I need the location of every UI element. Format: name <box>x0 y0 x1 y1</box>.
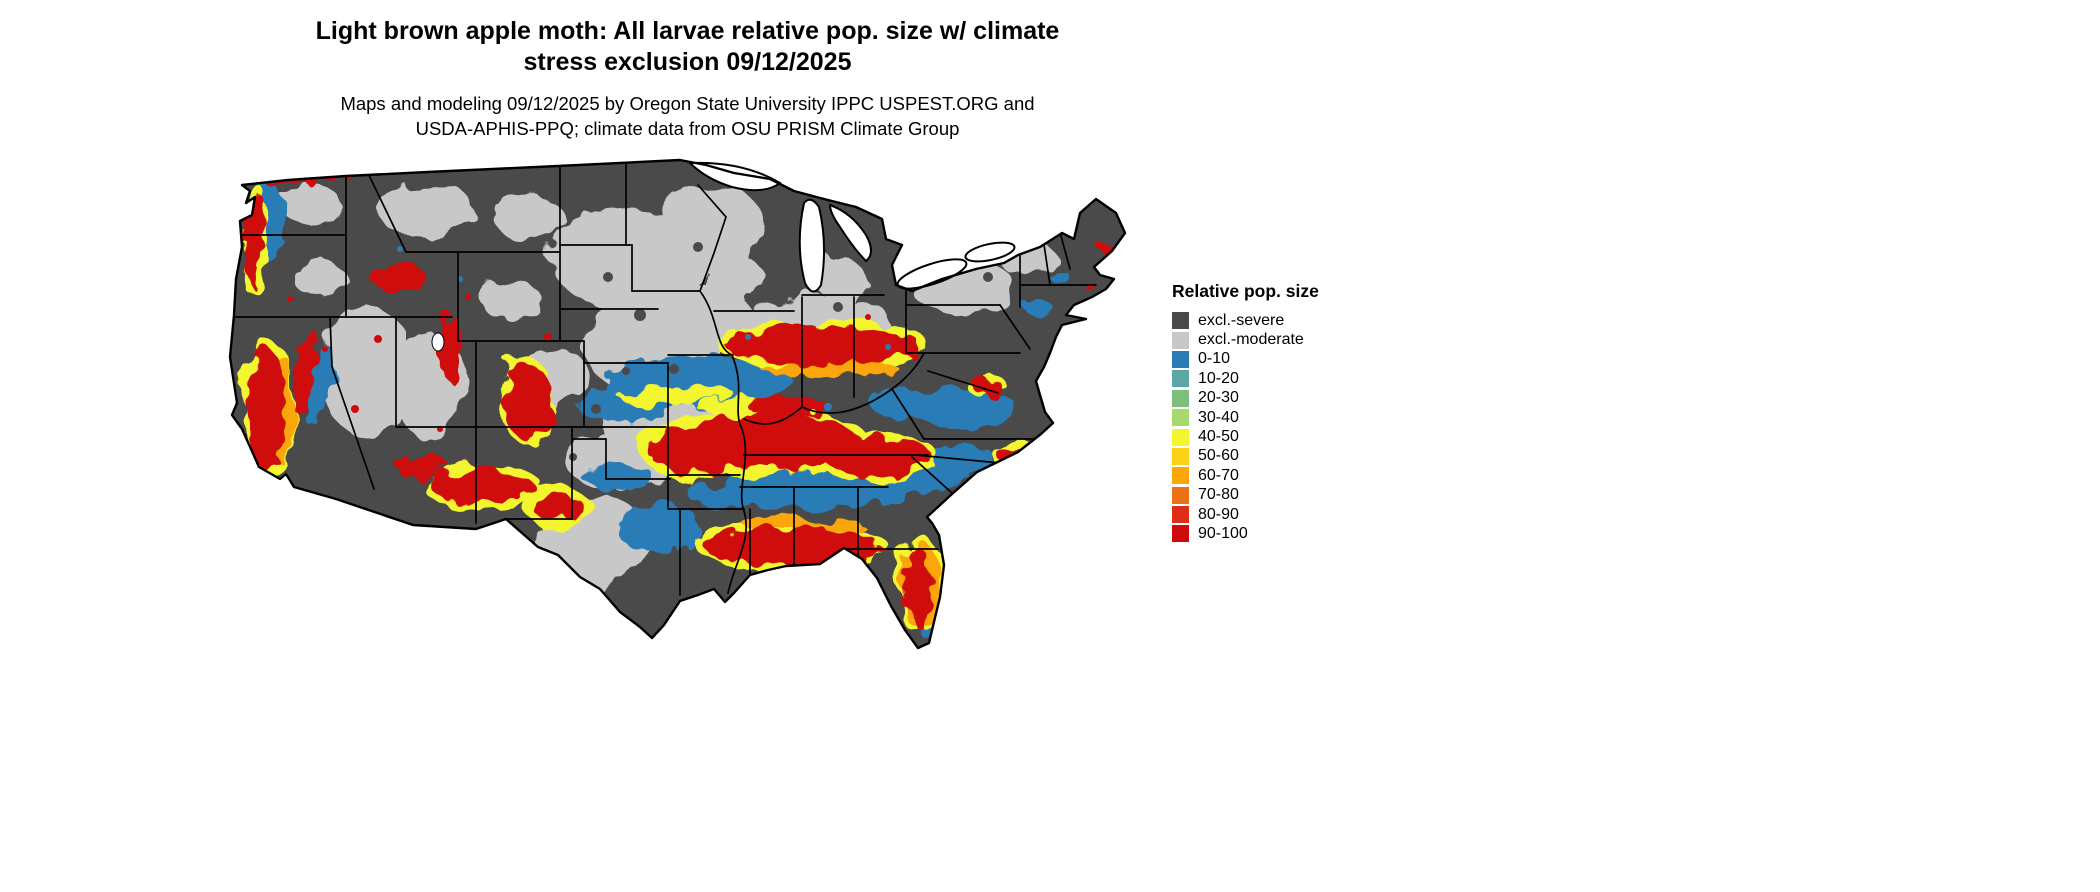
legend-swatch <box>1172 428 1189 446</box>
legend-item: 20-30 <box>1172 389 1402 408</box>
legend-swatch <box>1172 389 1189 407</box>
map-subtitle-line2: USDA-APHIS-PPQ; climate data from OSU PR… <box>415 118 960 140</box>
legend-swatch <box>1172 312 1189 330</box>
map-header: Light brown apple moth: All larvae relat… <box>0 16 1375 142</box>
lake-huron <box>828 203 872 263</box>
legend-item: 30-40 <box>1172 408 1402 427</box>
legend-item: excl.-severe <box>1172 311 1402 330</box>
legend-swatch <box>1172 350 1189 368</box>
legend-item: excl.-moderate <box>1172 330 1402 349</box>
legend-label: excl.-moderate <box>1198 331 1304 349</box>
legend-label: 50-60 <box>1198 447 1239 465</box>
lake-superior <box>687 161 782 192</box>
legend-item: 50-60 <box>1172 447 1402 466</box>
legend-title: Relative pop. size <box>1172 281 1319 301</box>
legend-label: 60-70 <box>1198 466 1239 484</box>
legend-label: 90-100 <box>1198 524 1248 542</box>
lake-michigan <box>798 198 826 293</box>
legend-label: 10-20 <box>1198 369 1239 387</box>
map-subtitle-line1: Maps and modeling 09/12/2025 by Oregon S… <box>340 92 1035 114</box>
conus-map-svg <box>228 158 1127 650</box>
legend-swatch <box>1172 506 1189 524</box>
legend-label: 0-10 <box>1198 350 1231 368</box>
legend-swatch <box>1172 370 1189 388</box>
legend-label: 80-90 <box>1198 505 1239 523</box>
great-lakes <box>431 161 1016 352</box>
legend-item: 60-70 <box>1172 466 1402 485</box>
us-map <box>228 156 1140 668</box>
legend-label: 20-30 <box>1198 389 1239 407</box>
map-title-line1: Light brown apple moth: All larvae relat… <box>315 17 1060 45</box>
lake-ontario <box>964 241 1016 263</box>
legend-item: 90-100 <box>1172 524 1402 543</box>
legend-label: excl.-severe <box>1198 311 1285 329</box>
map-subtitle: Maps and modeling 09/12/2025 by Oregon S… <box>0 91 1375 143</box>
legend-swatch <box>1172 447 1189 465</box>
legend-label: 30-40 <box>1198 408 1239 426</box>
legend-label: 40-50 <box>1198 428 1239 446</box>
great-salt-lake <box>431 332 445 352</box>
legend-item: 10-20 <box>1172 369 1402 388</box>
legend-item: 70-80 <box>1172 486 1402 505</box>
legend-item: 80-90 <box>1172 505 1402 524</box>
map-title-line2: stress exclusion 09/12/2025 <box>523 48 852 77</box>
legend-swatch <box>1172 525 1189 543</box>
legend: Relative pop. size excl.-severe excl.-mo… <box>1172 281 1402 544</box>
map-specks <box>287 242 993 462</box>
map-title: Light brown apple moth: All larvae relat… <box>0 16 1375 79</box>
legend-label: 70-80 <box>1198 486 1239 504</box>
legend-swatch <box>1172 486 1189 504</box>
legend-swatch <box>1172 331 1189 349</box>
legend-swatch <box>1172 467 1189 485</box>
conus-outline <box>228 158 1127 650</box>
legend-swatch <box>1172 409 1189 427</box>
legend-item: 0-10 <box>1172 350 1402 369</box>
legend-item: 40-50 <box>1172 427 1402 446</box>
